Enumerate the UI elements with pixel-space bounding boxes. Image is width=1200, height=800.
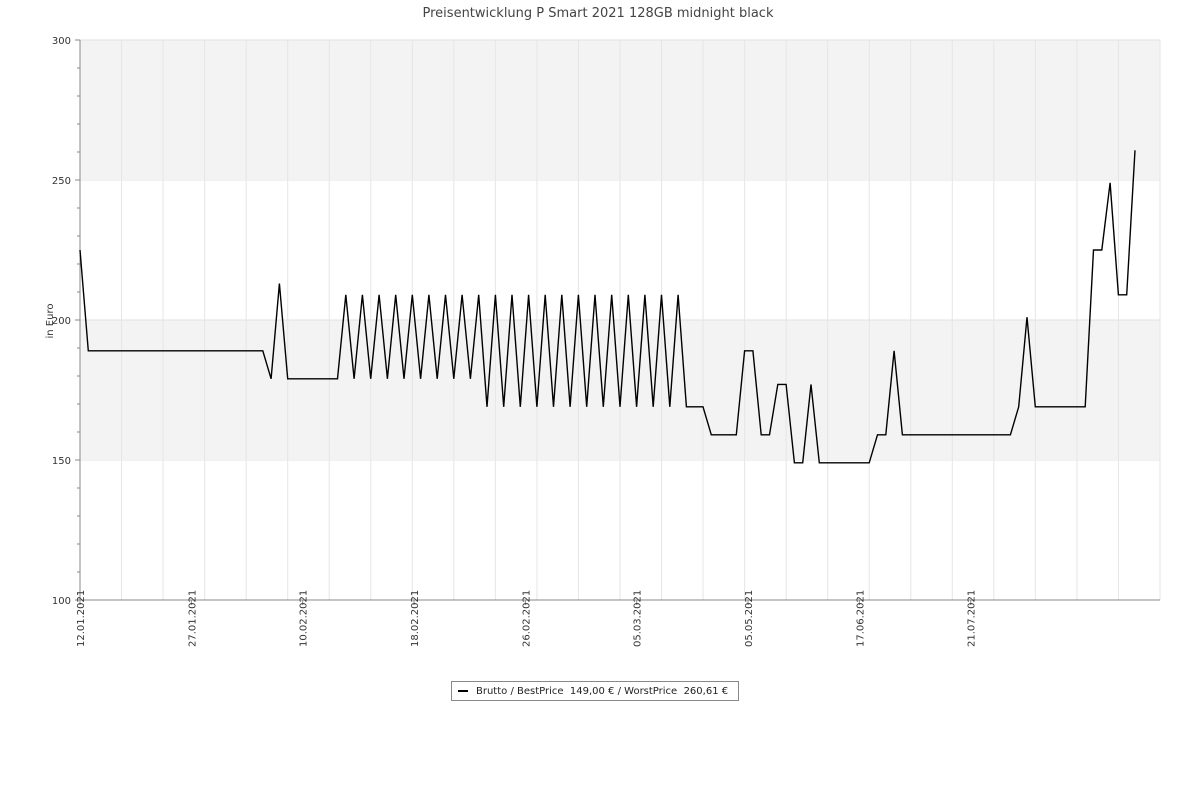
- x-tick-label: 18.02.2021: [410, 590, 421, 647]
- series-line-brutto: [79, 150, 1136, 464]
- y-tick-label: 150: [52, 456, 71, 467]
- legend-swatch: [458, 690, 468, 692]
- y-tick-label: 250: [52, 176, 71, 187]
- x-tick-label: 10.02.2021: [299, 590, 310, 647]
- y-tick-label: 200: [52, 316, 71, 327]
- legend-label: Brutto / BestPrice 149,00 € / WorstPrice…: [476, 685, 729, 697]
- x-tick-label: 26.02.2021: [521, 590, 532, 647]
- axes: [75, 39, 1160, 605]
- vertical-gridlines: [121, 40, 1161, 600]
- x-tick-label: 05.03.2021: [633, 590, 644, 647]
- x-tick-labels: 12.01.2021 27.01.2021 10.02.2021 18.02.2021…: [76, 590, 978, 647]
- x-tick-label: 27.01.2021: [187, 590, 198, 647]
- y-axis-label: in Euro: [45, 304, 56, 339]
- y-tick-label: 300: [52, 36, 71, 47]
- x-tick-label: 12.01.2021: [76, 590, 87, 647]
- legend: Brutto / BestPrice 149,00 € / WorstPrice…: [451, 681, 740, 701]
- chart-title: Preisentwicklung P Smart 2021 128GB midn…: [423, 6, 774, 21]
- x-tick-label: 21.07.2021: [967, 590, 978, 647]
- x-tick-label: 05.05.2021: [744, 590, 755, 647]
- y-tick-labels: 100 150 200 250 300: [52, 36, 71, 607]
- y-tick-label: 100: [52, 596, 71, 607]
- x-tick-label: 17.06.2021: [855, 590, 866, 647]
